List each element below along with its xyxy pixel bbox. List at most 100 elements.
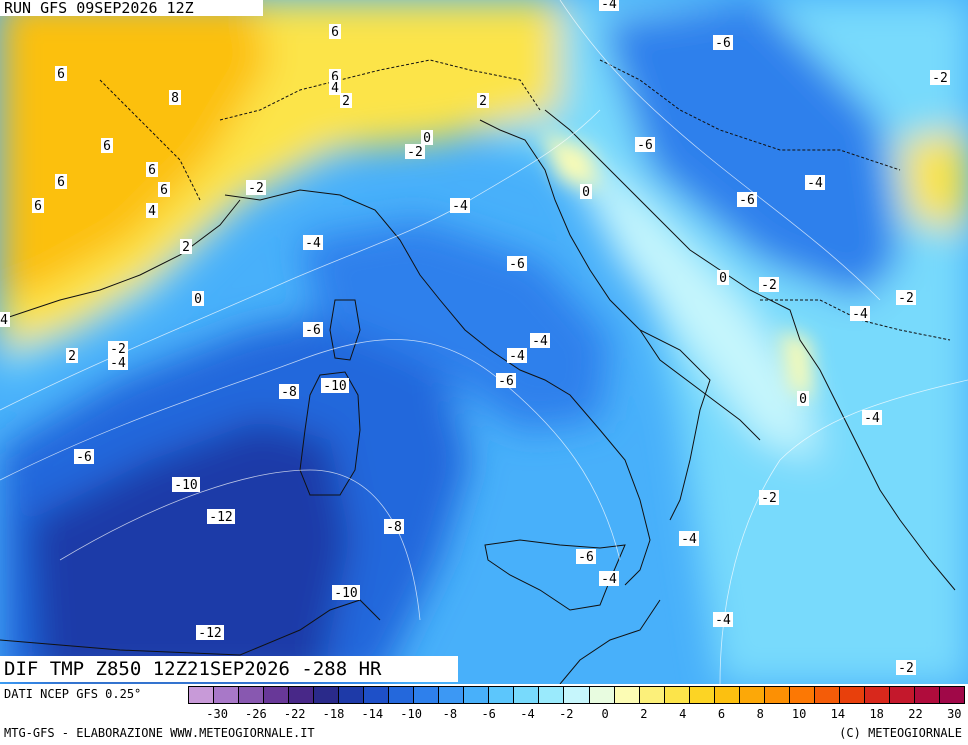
colorbar-tick-label: -8 [442,707,458,721]
contour-label: -2 [898,291,914,306]
colorbar-tick-label: 14 [830,707,846,721]
contour-label-box [332,585,360,600]
contour-label: 6 [57,175,65,190]
contour-label-box [679,531,699,546]
credit-right: (C) METEOGIORNALE [839,726,962,740]
contour-label: 2 [182,240,190,255]
contour-label-box [450,198,470,213]
contour-label-box [207,509,235,524]
colorbar-swatch [363,686,390,704]
contour-label-box [759,490,779,505]
contour-label-box [329,24,341,39]
contour-label-box [303,322,323,337]
colorbar-swatch [238,686,265,704]
colorbar-swatch [638,686,665,704]
contour-label: -4 [601,0,617,12]
field-pale-patch-2 [540,130,600,190]
colorbar-swatch [688,686,715,704]
contour-label: -6 [509,257,525,272]
contour-label-box [340,93,352,108]
contour-label: 6 [57,67,65,82]
contour-label-box [146,162,158,177]
colorbar-tick-label: -4 [520,707,535,721]
contour-label: -12 [209,510,232,525]
colorbar-swatch [313,686,340,704]
colorbar-tick-label: 0 [601,707,609,721]
contour-label-box [196,625,224,640]
colorbar-tick-label: -6 [481,707,496,721]
colorbar-tick-label: 4 [679,707,687,721]
colorbar-swatch [738,686,765,704]
contour-label-box [713,35,733,50]
contour-label-box [862,410,882,425]
colorbar-tick-label: -18 [322,707,345,721]
contour-label: -10 [174,478,197,493]
contour-label-box [477,93,489,108]
contour-label: -10 [334,586,357,601]
contour-label-box [530,333,550,348]
contour-label-box [384,519,404,534]
field-title: DIF TMP Z850 12Z21SEP2026 -288 HR [0,656,458,682]
contour-label-box [599,0,619,11]
contour-label-box [158,182,170,197]
contour-label-box [279,384,299,399]
contour-label: 2 [479,94,487,109]
colorbar-swatch [288,686,315,704]
colorbar-tick-label: 22 [908,707,923,721]
contour-label: -4 [852,307,868,322]
contour-label: 6 [148,163,156,178]
contour-label-box [850,306,870,321]
colorbar-swatch [663,686,690,704]
contour-label: 2 [342,94,350,109]
contour-label: 0 [194,292,202,307]
coastlines [0,59,956,684]
colorbar-tick-label: -26 [245,707,267,721]
contour-label: -2 [761,491,777,506]
contour-label: -6 [76,450,92,465]
run-title: RUN GFS 09SEP2026 12Z [0,0,263,16]
contour-label-box [55,66,67,81]
contour-label-box [101,138,113,153]
colorbar-tick-label: 18 [869,707,884,721]
contour-label-box [169,90,181,105]
colorbar-swatch [713,686,740,704]
colorbar: -30 -26 -22 -18 -14 -10 -8 -6 -4 -2 0 2 4 6 8 10 14 18 22 3… [188,684,968,724]
contour-label: -4 [715,613,731,628]
contour-label-box [421,130,433,145]
contour-label: 6 [331,25,339,40]
contour-label: 4 [0,313,8,328]
contour-label: -8 [281,385,297,400]
contour-label: -6 [305,323,321,338]
colorbar-swatch [938,686,965,704]
legend-panel: DATI NCEP GFS 0.25° -30 -26 -22 -18 -14 -10 -8… [0,684,968,745]
colorbar-swatch [538,686,565,704]
contour-label-box [805,175,825,190]
contour-label: -4 [305,236,321,251]
contour-label: -2 [248,181,264,196]
contour-label-box [896,290,916,305]
colorbar-swatch [763,686,790,704]
contour-label: 0 [423,131,431,146]
colorbar-swatch [613,686,640,704]
colorbar-swatch [488,686,515,704]
colorbar-tick-label: -2 [559,707,574,721]
colorbar-swatch [438,686,465,704]
contour-label: -6 [739,193,755,208]
contour-label-box [180,239,192,254]
contour-label-box [55,174,67,189]
contour-label: 6 [160,183,168,198]
contour-label: -6 [715,36,731,51]
contour-label: -10 [323,379,346,394]
contour-label: -6 [578,550,594,565]
contour-label-box [192,291,204,306]
contour-label-box [507,256,527,271]
contour-label: 6 [34,199,42,214]
colorbar-swatch [263,686,290,704]
contour-label-box [303,235,323,250]
contour-label-box [930,70,950,85]
contour-label-box [74,449,94,464]
contour-label-box [576,549,596,564]
contour-label-box [405,144,425,159]
contour-label: -2 [761,278,777,293]
contour-label-box [172,477,200,492]
